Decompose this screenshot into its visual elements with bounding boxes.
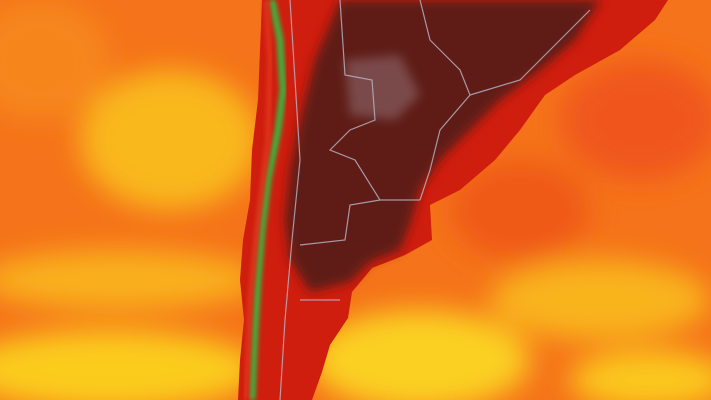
borders <box>279 0 591 400</box>
andes <box>248 0 287 400</box>
highland <box>345 55 420 120</box>
andes-edge <box>243 0 273 400</box>
